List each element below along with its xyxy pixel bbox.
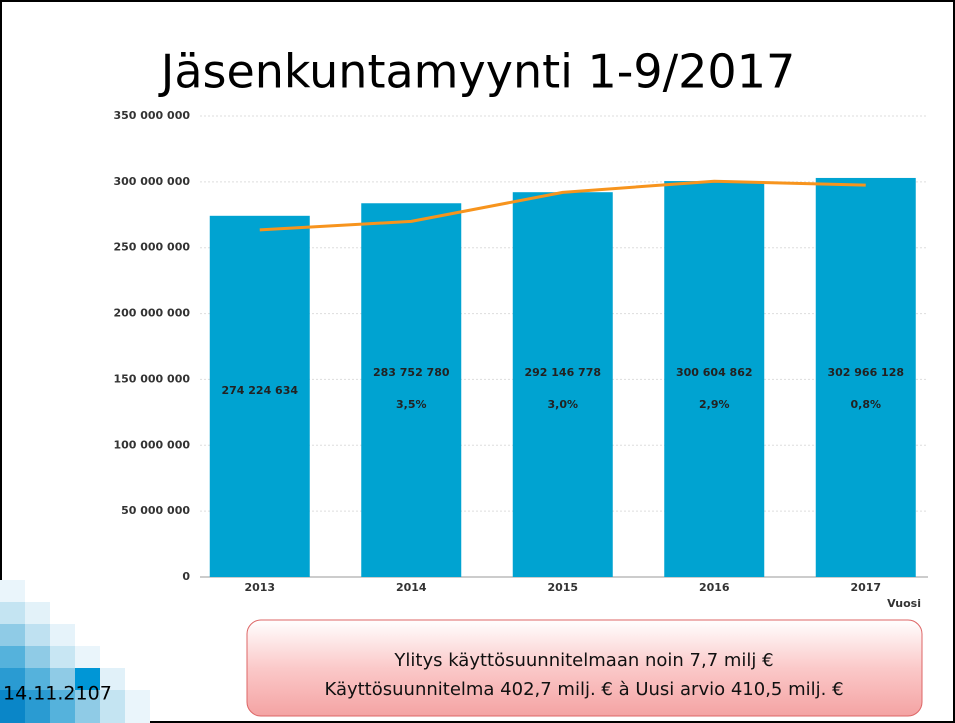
chart-title: Jäsenkuntamyynti 1-9/2017 xyxy=(158,45,795,99)
y-tick-label: 50 000 000 xyxy=(121,504,190,517)
x-tick-label: 2013 xyxy=(244,581,275,594)
x-tick-label: 2014 xyxy=(396,581,427,594)
bar xyxy=(513,192,613,577)
y-tick-label: 350 000 000 xyxy=(113,109,190,122)
bar xyxy=(361,203,461,577)
footer-date: 14.11.2107 xyxy=(3,683,112,705)
value-label: 283 752 780 xyxy=(373,366,450,379)
y-tick-label: 150 000 000 xyxy=(113,372,190,385)
change-label: 3,5% xyxy=(396,398,427,411)
value-label: 302 966 128 xyxy=(827,366,904,379)
y-tick-label: 100 000 000 xyxy=(113,438,190,451)
y-tick-label: 250 000 000 xyxy=(113,241,190,254)
value-label: 274 224 634 xyxy=(221,384,298,397)
change-label: 2,9% xyxy=(699,398,730,411)
page: 14.11.2107 Jäsenkuntamyynti 1-9/2017 Vuo… xyxy=(0,0,955,723)
y-tick-label: 0 xyxy=(182,570,190,583)
x-tick-label: 2016 xyxy=(699,581,730,594)
x-axis-label: Vuosi xyxy=(887,597,921,610)
change-label: 0,8% xyxy=(850,398,881,411)
bar xyxy=(664,181,764,577)
y-tick-label: 200 000 000 xyxy=(113,307,190,320)
callout-line: Ylitys käyttösuunnitelmaan noin 7,7 milj… xyxy=(393,650,773,671)
y-tick-label: 300 000 000 xyxy=(113,175,190,188)
slide: 14.11.2107 Jäsenkuntamyynti 1-9/2017 Vuo… xyxy=(0,0,955,723)
x-tick-label: 2017 xyxy=(850,581,881,594)
x-tick-label: 2015 xyxy=(547,581,578,594)
value-label: 292 146 778 xyxy=(524,366,601,379)
value-label: 300 604 862 xyxy=(676,366,753,379)
change-label: 3,0% xyxy=(547,398,578,411)
callout-line: Käyttösuunnitelma 402,7 milj. € à Uusi a… xyxy=(324,679,843,700)
